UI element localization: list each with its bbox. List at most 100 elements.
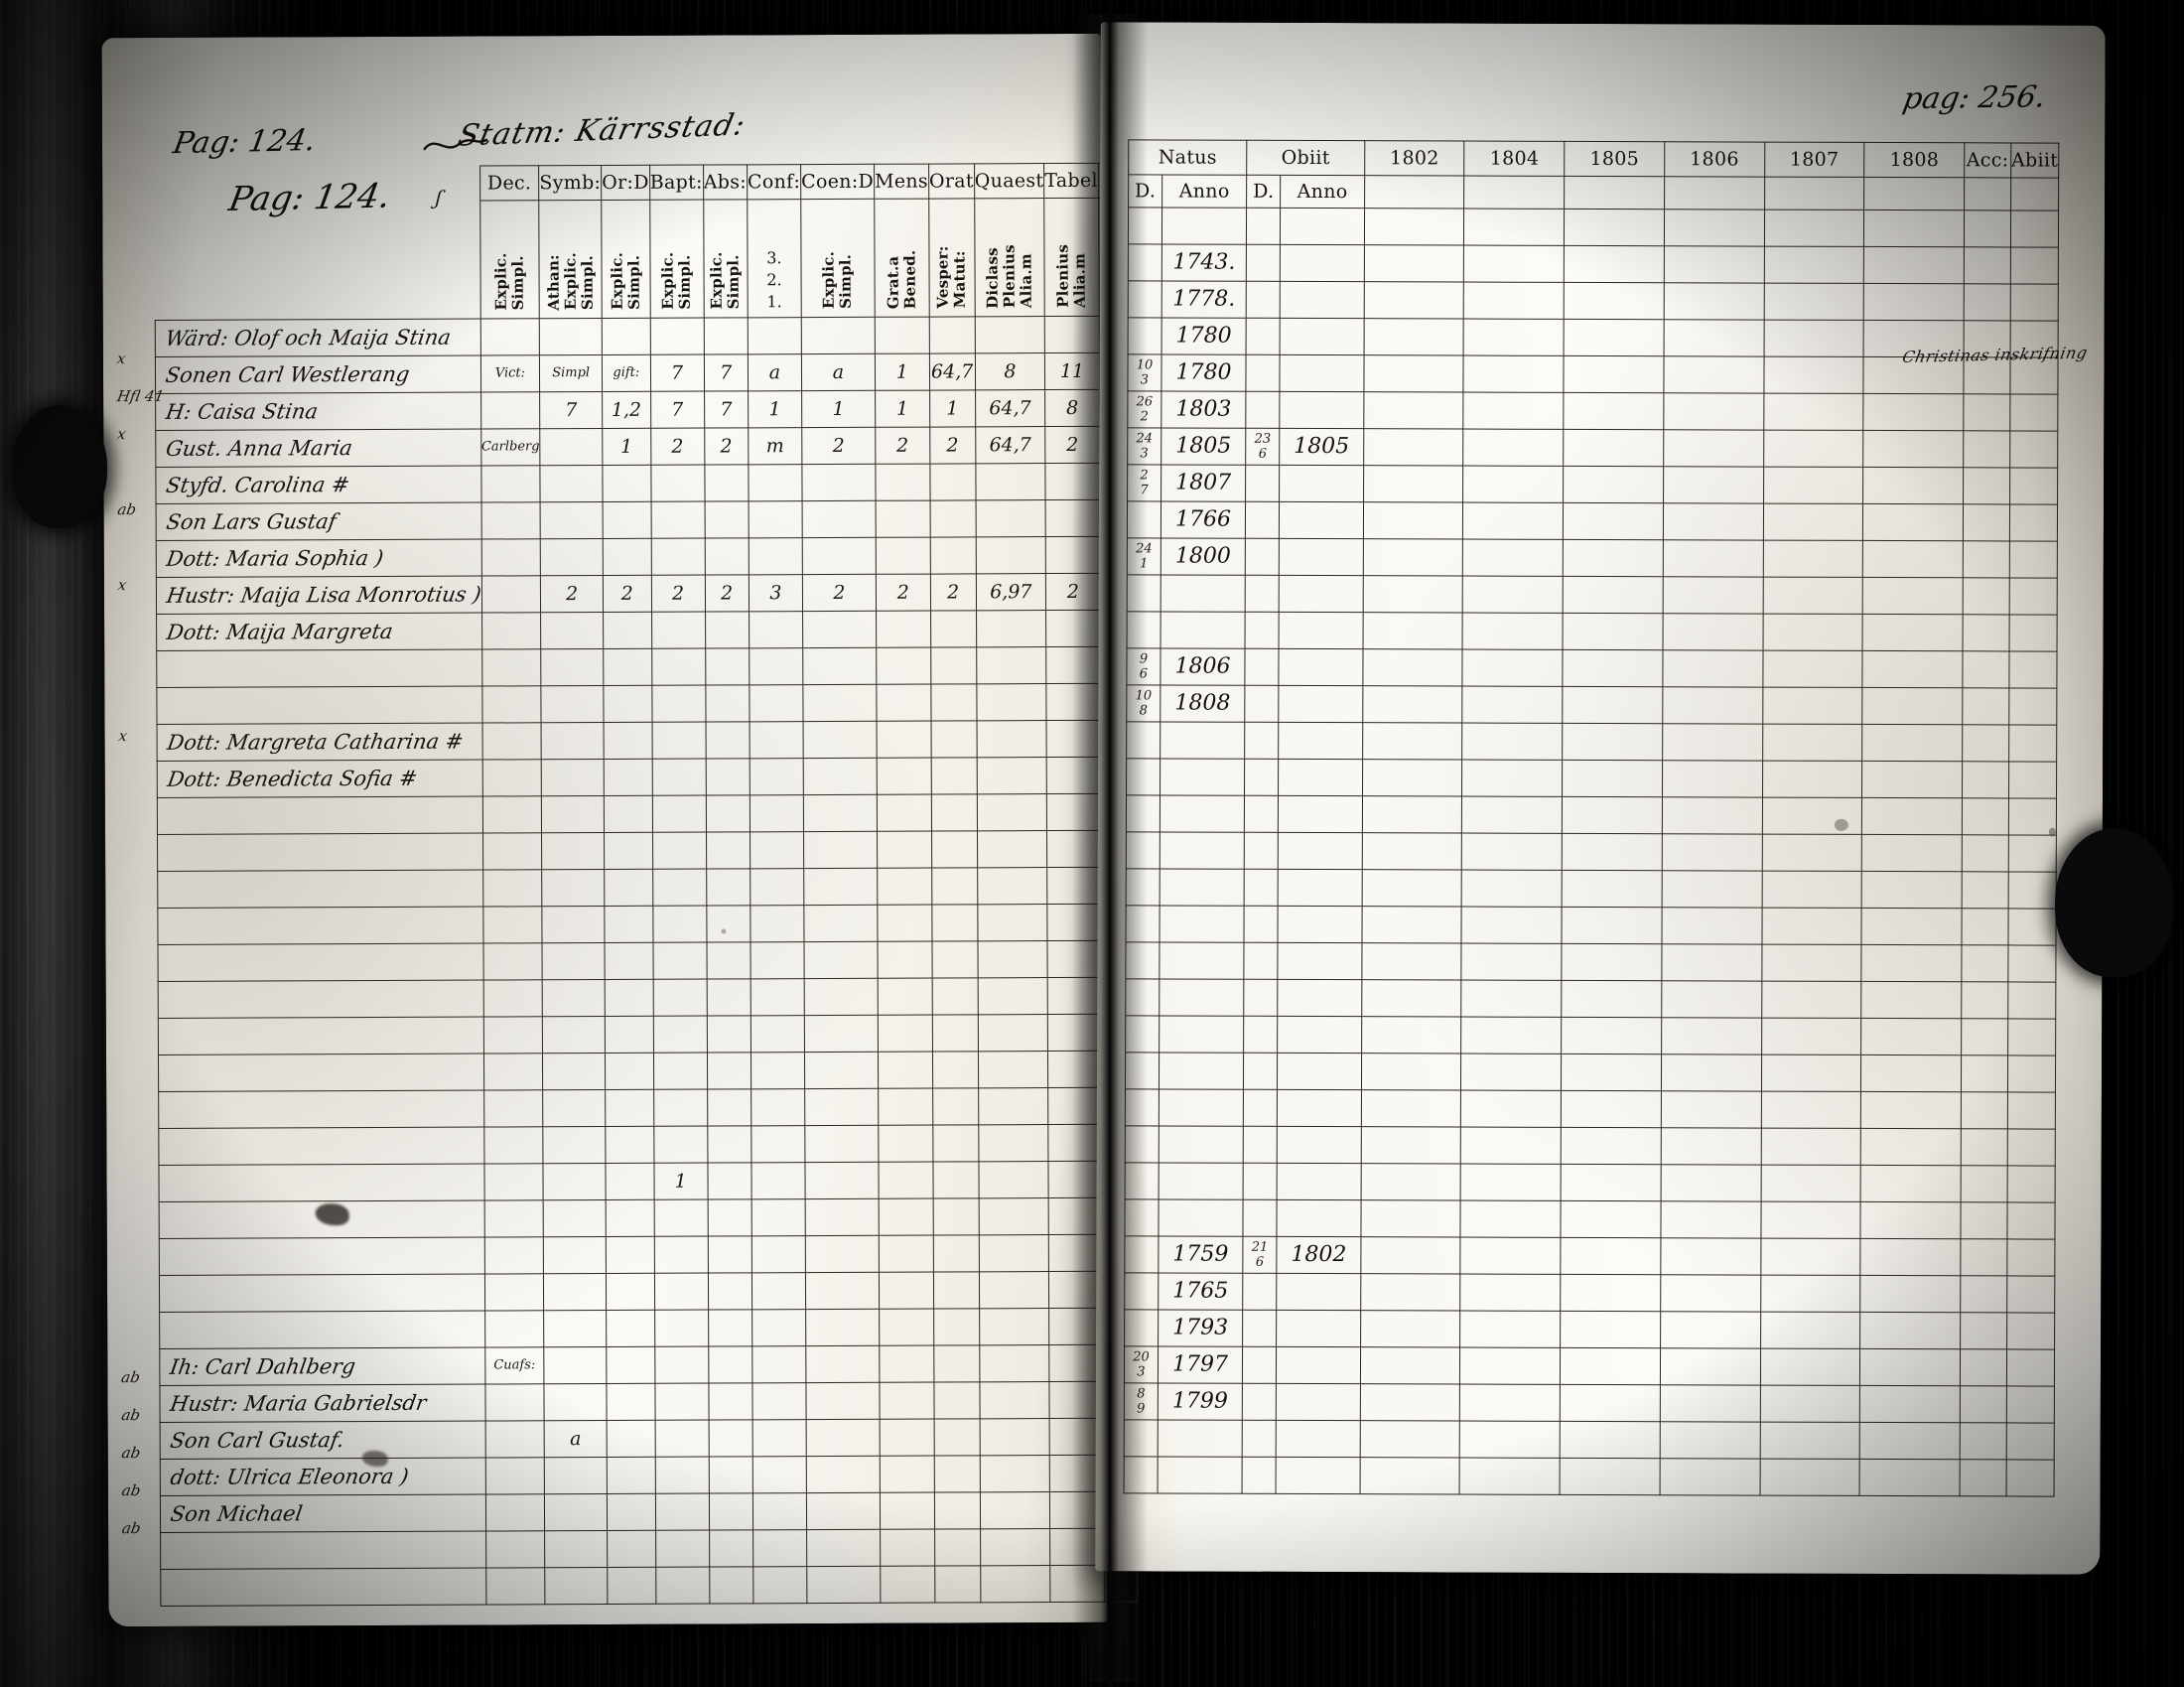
- exam-mark-cell[interactable]: [540, 648, 604, 687]
- exam-mark-cell[interactable]: a: [801, 353, 876, 391]
- exam-mark-cell[interactable]: [879, 1198, 934, 1236]
- exam-mark-cell[interactable]: [978, 1051, 1048, 1089]
- year-entry-cell-1802[interactable]: [1361, 1016, 1462, 1054]
- exam-mark-cell[interactable]: 2: [650, 428, 705, 466]
- year-entry-cell-1807[interactable]: [1762, 761, 1862, 798]
- exam-mark-cell[interactable]: [878, 1052, 933, 1089]
- exam-mark-cell[interactable]: Carlberg: [480, 429, 541, 467]
- year-entry-cell-1802[interactable]: [1360, 1236, 1461, 1275]
- exam-mark-cell[interactable]: [751, 1198, 806, 1237]
- exam-mark-cell[interactable]: [543, 1126, 607, 1165]
- year-entry-cell-1804[interactable]: [1462, 723, 1563, 761]
- exam-mark-cell[interactable]: [707, 1053, 751, 1090]
- exam-mark-cell[interactable]: 3: [749, 574, 803, 613]
- exam-mark-cell[interactable]: [654, 1273, 709, 1311]
- year-entry-cell-1806[interactable]: [1662, 613, 1763, 651]
- person-name-cell[interactable]: Dott: Benedicta Sofia #: [157, 760, 482, 798]
- exam-mark-cell[interactable]: [603, 501, 651, 539]
- year-entry-cell-1805[interactable]: [1562, 870, 1663, 908]
- year-entry-cell-1807[interactable]: [1761, 871, 1862, 909]
- obiit-day-cell[interactable]: [1243, 979, 1279, 1017]
- exam-mark-cell[interactable]: [605, 1053, 654, 1090]
- table-row[interactable]: Hustr: Maria Gabrielsdr: [159, 1381, 1137, 1423]
- table-row[interactable]: [1126, 758, 2057, 799]
- year-entry-cell-1804[interactable]: [1460, 1237, 1562, 1275]
- exam-mark-cell[interactable]: [603, 612, 652, 649]
- exam-mark-cell[interactable]: [749, 647, 803, 686]
- exam-mark-cell[interactable]: [482, 833, 542, 871]
- year-entry-cell-1808[interactable]: [1860, 1165, 1962, 1202]
- year-entry-cell-1808[interactable]: [1862, 650, 1964, 688]
- exam-mark-cell[interactable]: [751, 1015, 805, 1054]
- exam-mark-cell[interactable]: [803, 905, 878, 942]
- exam-mark-cell[interactable]: [750, 978, 805, 1017]
- exam-mark-cell[interactable]: [606, 1163, 654, 1200]
- exam-mark-cell[interactable]: [975, 463, 1046, 501]
- table-row[interactable]: [158, 940, 1135, 982]
- exam-mark-cell[interactable]: 2: [540, 575, 604, 614]
- exam-mark-cell[interactable]: [931, 831, 978, 869]
- person-name-cell[interactable]: [158, 943, 483, 982]
- year-entry-cell-1804[interactable]: [1461, 907, 1563, 944]
- exam-mark-cell[interactable]: [880, 1566, 935, 1604]
- year-entry-cell-1804[interactable]: [1462, 649, 1564, 687]
- acc-entry-cell[interactable]: [1961, 944, 2008, 982]
- exam-mark-cell[interactable]: [542, 1089, 606, 1128]
- obiit-day-cell[interactable]: [1243, 1163, 1278, 1200]
- obiit-day-cell[interactable]: [1243, 1053, 1278, 1090]
- year-entry-cell-1807[interactable]: [1763, 283, 1864, 321]
- year-entry-cell-1805[interactable]: [1560, 1237, 1661, 1275]
- exam-mark-cell[interactable]: [542, 906, 606, 944]
- exam-mark-cell[interactable]: [709, 1567, 753, 1605]
- exam-mark-cell[interactable]: [804, 1015, 879, 1053]
- exam-mark-cell[interactable]: [976, 683, 1047, 722]
- exam-mark-cell[interactable]: [805, 1345, 880, 1383]
- exam-mark-cell[interactable]: [977, 1014, 1048, 1053]
- exam-mark-cell[interactable]: [705, 759, 751, 796]
- exam-mark-cell[interactable]: [706, 979, 751, 1017]
- table-row[interactable]: 1765: [1124, 1272, 2055, 1314]
- exam-mark-cell[interactable]: gift:: [602, 354, 651, 392]
- exam-mark-cell[interactable]: [481, 686, 542, 724]
- acc-entry-cell[interactable]: [1964, 210, 2011, 247]
- abiit-entry-cell[interactable]: [2007, 1018, 2056, 1056]
- table-row[interactable]: 1793: [1124, 1309, 2055, 1350]
- exam-mark-cell[interactable]: [652, 979, 707, 1017]
- person-name-cell[interactable]: [157, 833, 483, 872]
- year-entry-cell-1806[interactable]: [1660, 1421, 1760, 1460]
- person-name-cell[interactable]: [158, 980, 483, 1019]
- exam-mark-cell[interactable]: [929, 317, 976, 354]
- exam-mark-cell[interactable]: [481, 723, 542, 761]
- year-entry-cell-1806[interactable]: [1663, 502, 1764, 541]
- obiit-day-cell[interactable]: [1244, 906, 1279, 943]
- year-entry-cell-1807[interactable]: [1760, 1201, 1861, 1239]
- year-entry-cell-1807[interactable]: [1760, 1128, 1861, 1166]
- exam-mark-cell[interactable]: [750, 941, 805, 980]
- obiit-year-cell[interactable]: [1276, 1420, 1361, 1458]
- exam-mark-cell[interactable]: [652, 942, 707, 980]
- exam-mark-cell[interactable]: [976, 720, 1047, 759]
- exam-mark-cell[interactable]: [543, 1163, 607, 1201]
- exam-mark-cell[interactable]: [708, 1493, 753, 1531]
- obiit-year-cell[interactable]: [1280, 208, 1365, 245]
- year-entry-cell-1804[interactable]: [1462, 613, 1564, 650]
- year-entry-cell-1804[interactable]: [1461, 980, 1563, 1018]
- year-entry-cell-1805[interactable]: [1562, 723, 1663, 761]
- year-entry-cell-1802[interactable]: [1362, 612, 1463, 650]
- year-entry-cell-1805[interactable]: [1562, 943, 1662, 981]
- exam-mark-cell[interactable]: [483, 1237, 544, 1275]
- exam-mark-cell[interactable]: [653, 1053, 708, 1090]
- year-entry-cell-1806[interactable]: [1661, 1054, 1762, 1092]
- year-entry-cell-1802[interactable]: [1362, 648, 1463, 687]
- obiit-day-cell[interactable]: [1244, 869, 1279, 907]
- year-entry-cell-1805[interactable]: [1563, 649, 1663, 687]
- acc-entry-cell[interactable]: [1960, 1238, 2007, 1276]
- exam-mark-cell[interactable]: [542, 1016, 606, 1054]
- abiit-entry-cell[interactable]: [2006, 1312, 2055, 1350]
- person-name-cell[interactable]: [160, 1531, 486, 1570]
- exam-mark-cell[interactable]: [650, 538, 705, 576]
- table-row[interactable]: Son Michael: [160, 1491, 1138, 1533]
- exam-mark-cell[interactable]: [652, 869, 707, 907]
- exam-mark-cell[interactable]: [877, 831, 932, 869]
- year-entry-cell-1805[interactable]: [1561, 980, 1662, 1018]
